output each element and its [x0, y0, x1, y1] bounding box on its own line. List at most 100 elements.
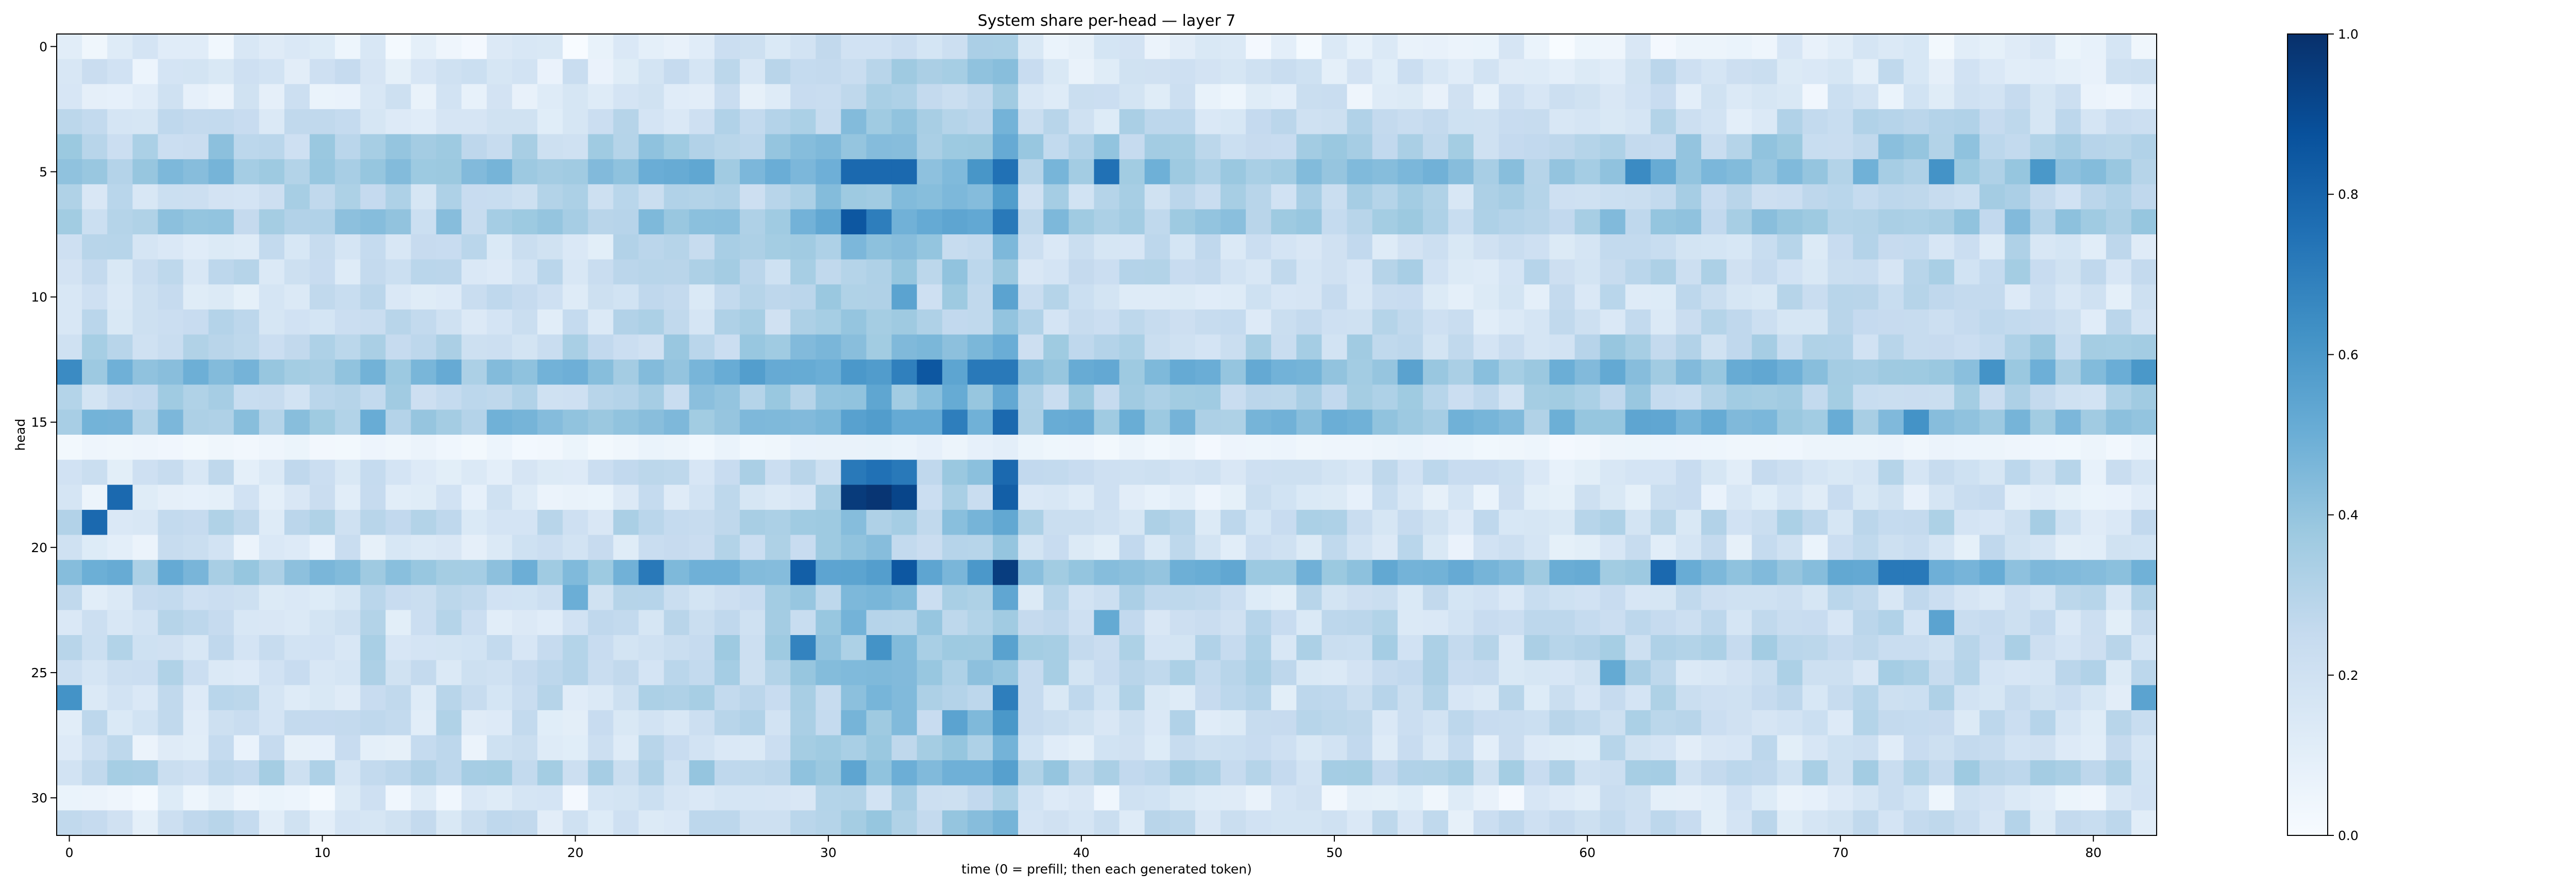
heatmap-cell [1347, 660, 1373, 686]
heatmap-cell [1347, 334, 1373, 360]
heatmap-cell [1043, 535, 1069, 560]
heatmap-cell [891, 34, 918, 60]
heatmap-cell [891, 735, 918, 761]
heatmap-cell [486, 134, 513, 160]
heatmap-cell [1979, 435, 2005, 460]
heatmap-cell [1827, 284, 1854, 310]
heatmap-cell [57, 209, 82, 235]
heatmap-cell [1271, 84, 1297, 110]
heatmap-cell [2005, 710, 2031, 736]
heatmap-cell [2055, 334, 2081, 360]
heatmap-cell [1195, 284, 1221, 310]
heatmap-cell [866, 209, 892, 235]
heatmap-cell [816, 234, 841, 260]
heatmap-cell [1726, 810, 1752, 836]
heatmap-cell [2080, 635, 2107, 661]
heatmap-cell [1043, 810, 1069, 836]
heatmap-cell [1650, 309, 1676, 335]
heatmap-cell [1144, 184, 1171, 210]
heatmap-cell [739, 109, 766, 135]
heatmap-cell [1625, 535, 1651, 560]
heatmap-cell [2030, 234, 2056, 260]
heatmap-cell [1144, 509, 1171, 536]
heatmap-cell [1271, 459, 1297, 485]
heatmap-cell [233, 134, 260, 160]
heatmap-cell [1372, 309, 1398, 335]
heatmap-cell [1094, 635, 1120, 661]
heatmap-cell [1397, 309, 1423, 335]
heatmap-cell [132, 735, 159, 761]
heatmap-cell [993, 735, 1019, 761]
heatmap-cell [967, 485, 993, 510]
heatmap-cell [638, 635, 665, 661]
heatmap-cell [1347, 184, 1373, 210]
heatmap-cell [1397, 259, 1423, 285]
heatmap-cell [132, 435, 159, 460]
heatmap-cell [2005, 234, 2031, 260]
heatmap-cell [1397, 284, 1423, 310]
heatmap-cell [1296, 810, 1323, 836]
heatmap-cell [360, 84, 386, 110]
heatmap-cell [1043, 585, 1069, 610]
heatmap-cell [1929, 635, 1955, 661]
heatmap-cell [1422, 234, 1449, 260]
heatmap-cell [1296, 635, 1323, 661]
heatmap-cell [917, 34, 943, 60]
heatmap-cell [588, 59, 614, 84]
heatmap-cell [1473, 109, 1499, 135]
heatmap-cell [486, 735, 513, 761]
heatmap-cell [1979, 309, 2005, 335]
heatmap-cell [1650, 259, 1676, 285]
heatmap-cell [1701, 159, 1727, 185]
heatmap-cell [132, 635, 159, 661]
heatmap-cell [1220, 59, 1246, 84]
heatmap-cell [1043, 159, 1069, 185]
heatmap-cell [1094, 585, 1120, 610]
heatmap-cell [689, 184, 715, 210]
heatmap-cell [512, 34, 538, 60]
heatmap-cell [82, 459, 108, 485]
heatmap-cell [917, 309, 943, 335]
heatmap-cell [2005, 760, 2031, 786]
heatmap-cell [1094, 234, 1120, 260]
heatmap-cell [638, 360, 665, 385]
heatmap-cell [638, 109, 665, 135]
heatmap-cell [1246, 560, 1272, 586]
heatmap-cell [1422, 284, 1449, 310]
heatmap-cell [2005, 435, 2031, 460]
heatmap-cell [1650, 334, 1676, 360]
heatmap-cell [1726, 610, 1752, 636]
heatmap-cell [967, 59, 993, 84]
heatmap-cell [1195, 84, 1221, 110]
heatmap-cell [1954, 234, 1980, 260]
heatmap-cell [790, 735, 816, 761]
heatmap-cell [1675, 360, 1702, 385]
heatmap-cell [57, 710, 82, 736]
heatmap-cell [1549, 585, 1575, 610]
heatmap-cell [1650, 509, 1676, 536]
heatmap-cell [1094, 84, 1120, 110]
heatmap-cell [82, 635, 108, 661]
heatmap-cell [2106, 785, 2132, 811]
heatmap-cell [816, 309, 841, 335]
heatmap-cell [714, 184, 740, 210]
heatmap-cell [714, 84, 740, 110]
heatmap-cell [1802, 435, 1828, 460]
heatmap-cell [310, 760, 335, 786]
heatmap-cell [790, 409, 816, 435]
heatmap-cell [1954, 84, 1980, 110]
heatmap-cell [132, 509, 159, 536]
heatmap-cell [233, 810, 260, 836]
heatmap-cell [689, 360, 715, 385]
heatmap-cell [2005, 159, 2031, 185]
heatmap-cell [1220, 435, 1246, 460]
heatmap-cell [993, 309, 1019, 335]
heatmap-cell [1574, 685, 1601, 711]
heatmap-cell [1827, 760, 1854, 786]
heatmap-cell [1271, 309, 1297, 335]
heatmap-cell [537, 760, 563, 786]
heatmap-cell [2030, 785, 2056, 811]
heatmap-cell [1524, 159, 1550, 185]
heatmap-cell [1018, 109, 1044, 135]
